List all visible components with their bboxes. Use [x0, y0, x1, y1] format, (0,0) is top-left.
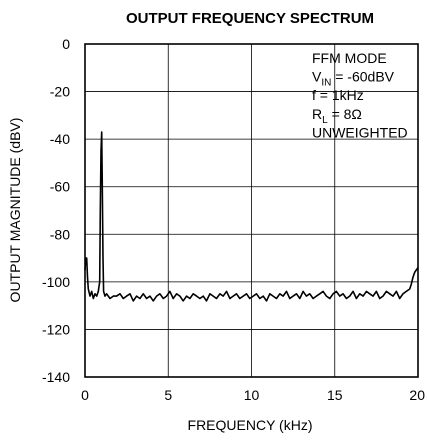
annotation-line: f = 1kHz	[312, 87, 364, 103]
x-tick-labels: 0 5 10 15 20	[81, 387, 425, 403]
y-tick-label: -100	[42, 274, 70, 290]
y-tick-label: -40	[50, 131, 70, 147]
x-tick-label: 0	[81, 387, 89, 403]
annotation-line: UNWEIGHTED	[312, 124, 408, 140]
annotation-text: V	[312, 69, 322, 85]
grid-lines	[85, 44, 418, 377]
annotation-line: VIN = -60dBV	[312, 69, 395, 89]
annotation-subscript: L	[322, 115, 328, 126]
annotation-line: RL = 8Ω	[312, 106, 362, 126]
y-tick-label: -120	[42, 321, 70, 337]
x-tick-label: 5	[164, 387, 172, 403]
chart-title: OUTPUT FREQUENCY SPECTRUM	[126, 10, 374, 27]
annotation-text: = 8Ω	[328, 106, 362, 122]
y-tick-label: 0	[62, 36, 70, 52]
x-axis-label: FREQUENCY (kHz)	[188, 417, 313, 433]
y-tick-label: -20	[50, 84, 70, 100]
annotation-subscript: IN	[321, 78, 331, 89]
y-tick-label: -60	[50, 179, 70, 195]
y-tick-label: -80	[50, 226, 70, 242]
y-axis-label: OUTPUT MAGNITUDE (dBV)	[7, 118, 23, 303]
annotation-text: R	[312, 106, 322, 122]
annotation-text: FFM MODE	[312, 50, 387, 66]
annotation-text: f = 1kHz	[312, 87, 364, 103]
x-tick-label: 20	[409, 387, 425, 403]
annotation-text: = -60dBV	[331, 69, 394, 85]
y-tick-label: -140	[42, 369, 70, 385]
annotation-line: FFM MODE	[312, 50, 387, 66]
plot-area-frame	[84, 43, 419, 378]
x-tick-label: 10	[244, 387, 260, 403]
y-tick-labels: 0 -20 -40 -60 -80 -100 -120 -140	[42, 36, 70, 385]
x-tick-label: 15	[327, 387, 343, 403]
spectrum-trace	[84, 131, 419, 302]
annotation-text: UNWEIGHTED	[312, 124, 408, 140]
